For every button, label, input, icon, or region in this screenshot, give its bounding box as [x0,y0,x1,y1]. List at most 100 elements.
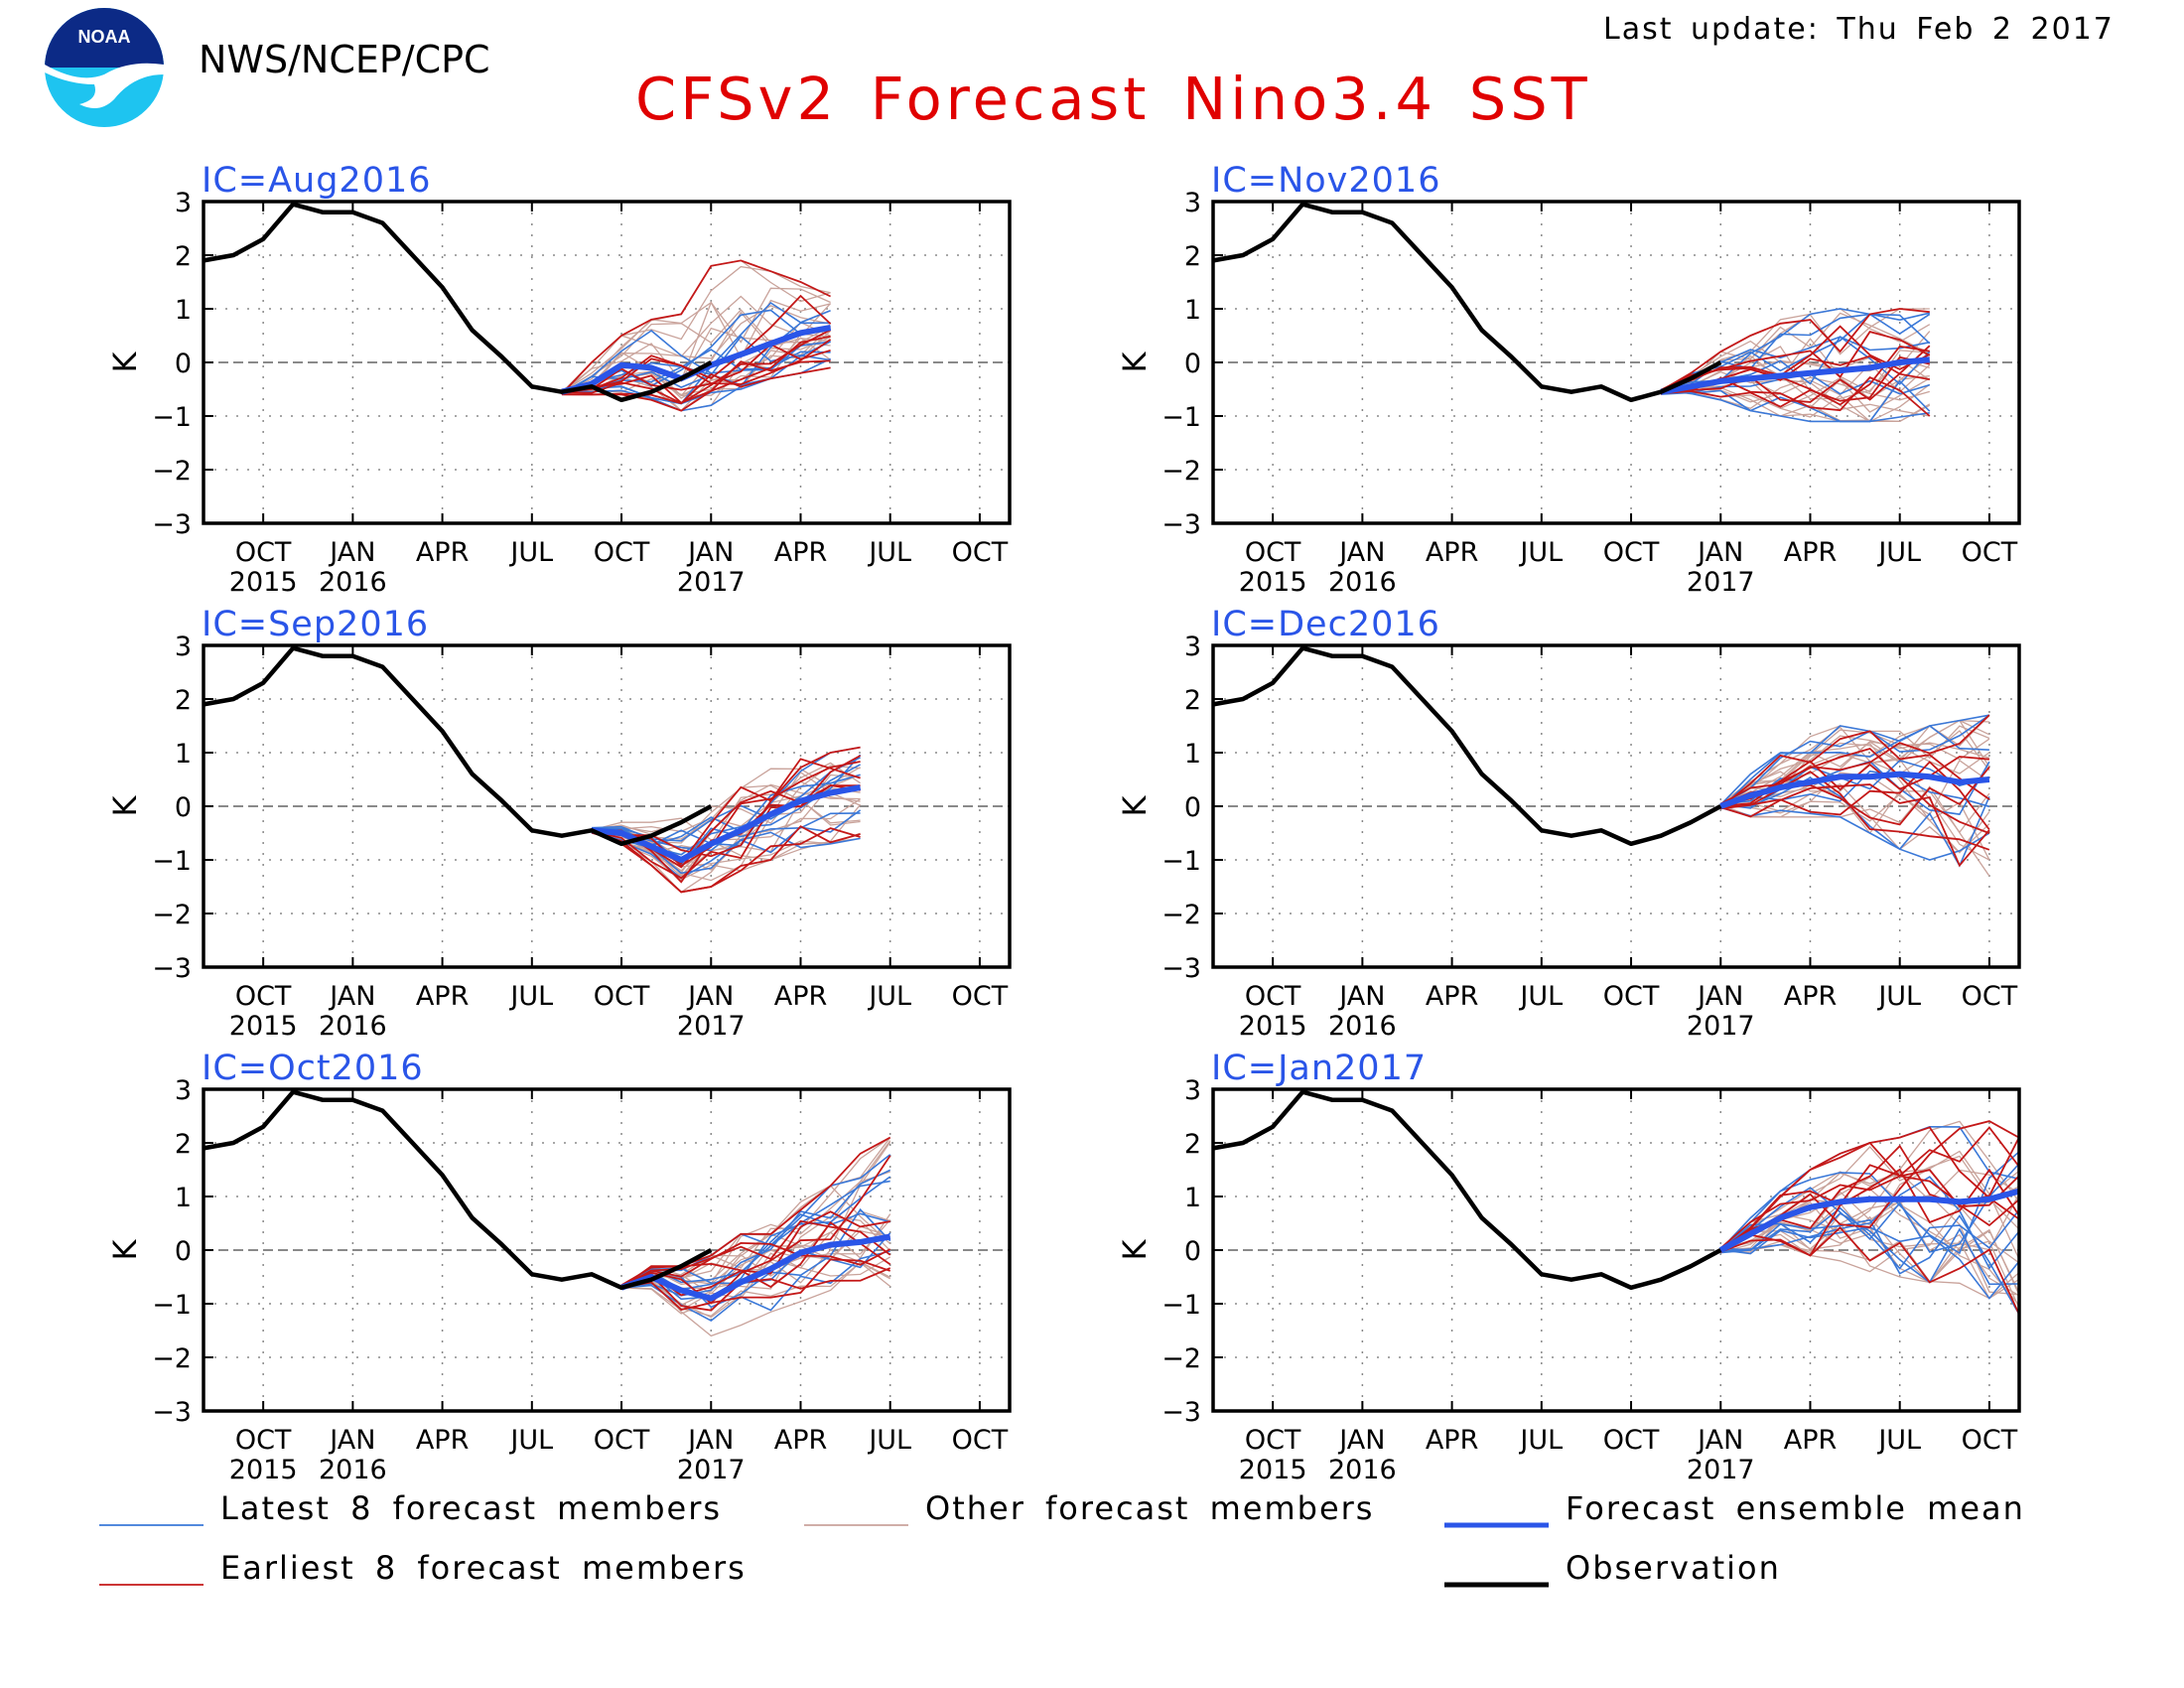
ytick-label: 3 [175,1075,192,1106]
earliest-member-line [591,827,861,894]
xtick-label: OCT [952,1425,1009,1456]
ytick-label: −2 [1161,900,1201,930]
ytick-label: −2 [152,1343,192,1374]
earliest-member-line [620,1219,891,1289]
ytick-label: −2 [1161,1343,1201,1374]
ytick-label: 2 [175,241,192,272]
other-member-line [1719,1146,2020,1253]
legend-label-mean: Forecast ensemble mean [1566,1489,2025,1527]
noaa-logo: NOAA [45,8,164,127]
ensemble-mean-line [1718,1188,2020,1253]
xtick-year-label: 2017 [677,1011,746,1042]
xtick-year-label: 2017 [677,567,746,598]
earliest-member-line [1719,714,1990,805]
legend-label-other: Other forecast members [925,1489,1374,1527]
ytick-label: 3 [1184,632,1201,662]
ytick-label: 3 [175,632,192,662]
earliest-member-line [620,1210,890,1287]
ytick-label: −3 [152,1397,192,1428]
earliest-member-line [561,343,831,394]
ytick-label: 2 [1184,1129,1201,1160]
xtick-year-label: 2017 [677,1455,746,1485]
xtick-year-label: 2015 [1239,567,1307,598]
xtick-label: OCT [1962,537,2018,568]
xtick-label: JAN [1337,981,1385,1012]
xtick-label: OCT [1603,537,1660,568]
earliest-member-line [591,825,861,894]
earliest-member-line [1661,355,1930,408]
earliest-member-line [591,746,861,858]
xtick-year-label: 2016 [319,1011,387,1042]
xtick-year-label: 2017 [1687,1455,1755,1485]
xtick-year-label: 2016 [319,567,387,598]
xtick-label: JAN [1337,537,1385,568]
xtick-label: JUL [1518,1425,1563,1456]
y-axis-label: K [106,794,144,816]
xtick-label: JUL [508,1425,553,1456]
xtick-label: JAN [686,537,734,568]
xtick-label: JUL [1876,537,1921,568]
ytick-label: 0 [175,349,192,379]
xtick-label: JUL [1876,981,1921,1012]
ytick-label: −3 [1161,509,1201,540]
xtick-label: APR [1426,1425,1479,1456]
ytick-label: −3 [152,509,192,540]
earliest-member-line [1660,331,1931,395]
observation-line [1212,645,1722,847]
earliest-member-line [620,1267,891,1312]
xtick-label: JAN [328,537,375,568]
ensemble-mean-line [1719,771,1990,809]
other-member-line [561,287,831,393]
other-member-line [1719,714,1990,809]
panel-title: IC=Jan2017 [1211,1049,1427,1088]
ytick-label: 1 [175,739,192,770]
panel-title: IC=Aug2016 [202,161,432,201]
ytick-label: 3 [175,188,192,218]
ytick-label: −1 [1161,846,1201,877]
y-axis-label: K [1116,794,1154,816]
xtick-label: JAN [328,981,375,1012]
ensemble-mean-line [619,1233,891,1302]
xtick-label: APR [774,981,828,1012]
ytick-label: 0 [1184,1236,1201,1267]
ytick-label: −3 [1161,1397,1201,1428]
xtick-label: JUL [867,1425,911,1456]
xtick-label: JUL [1876,1425,1921,1456]
ytick-label: −2 [1161,456,1201,487]
xtick-year-label: 2015 [229,1455,298,1485]
other-member-line [1720,743,1990,854]
xtick-year-label: 2016 [1328,1455,1397,1485]
xtick-year-label: 2016 [319,1455,387,1485]
xtick-label: JAN [1337,1425,1385,1456]
earliest-member-line [1720,761,1990,831]
ytick-label: 1 [175,295,192,326]
xtick-label: OCT [1603,981,1660,1012]
ytick-label: 2 [175,685,192,716]
earliest-member-line [1661,345,1931,403]
page-title: CFSv2 Forecast Nino3.4 SST [635,65,1591,133]
xtick-label: OCT [1245,537,1301,568]
observation-line [203,1089,713,1291]
xtick-label: OCT [235,537,292,568]
ytick-label: 2 [175,1129,192,1160]
other-member-line [591,762,861,833]
ytick-label: 3 [1184,188,1201,218]
observation-line [203,202,713,403]
earliest-member-line [561,359,831,404]
latest-member-line [1720,806,1990,861]
xtick-year-label: 2017 [1687,567,1755,598]
latest-member-line [1720,1206,2020,1270]
panel-title: IC=Sep2016 [202,605,429,644]
xtick-label: APR [774,1425,828,1456]
ytick-label: −1 [152,402,192,433]
xtick-label: OCT [1245,981,1301,1012]
latest-member-line [620,1176,891,1301]
latest-member-line [591,764,861,842]
latest-member-line [1660,379,1931,423]
ytick-label: 0 [1184,792,1201,823]
ytick-label: 0 [175,1236,192,1267]
